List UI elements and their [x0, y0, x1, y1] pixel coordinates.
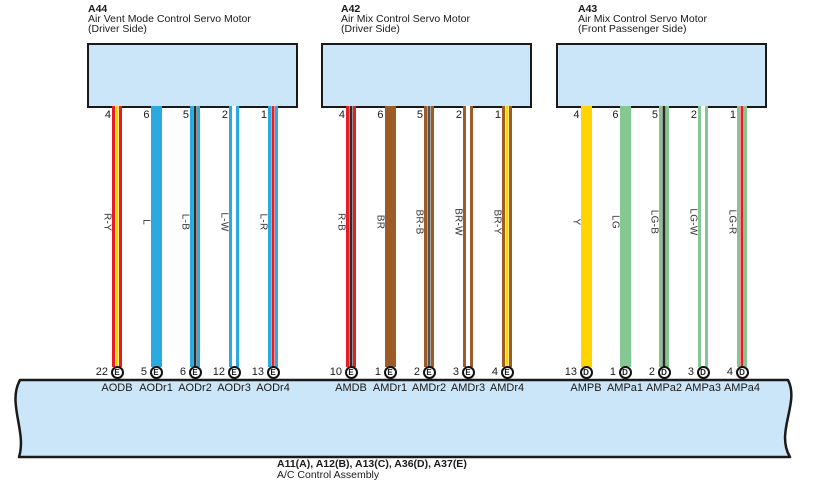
- connector-name: Air Vent Mode Control Servo Motor: [88, 12, 251, 25]
- pin-number: 5: [182, 109, 189, 121]
- wire-lg-r: [737, 106, 747, 367]
- signal-name: AMPa2: [645, 382, 683, 394]
- terminal-circle: D: [696, 366, 710, 379]
- connector-location: (Driver Side): [88, 22, 147, 35]
- signal-name: AMPa4: [723, 382, 761, 394]
- signal-name: AMPa3: [684, 382, 722, 394]
- terminal-circle: E: [227, 366, 241, 379]
- connector-id: A42: [341, 3, 361, 15]
- terminal-circle: E: [461, 366, 475, 379]
- terminal-circle: D: [735, 366, 749, 379]
- pin-number: 4: [573, 109, 580, 121]
- wire-r-y: [112, 106, 122, 367]
- pin-number: 1: [260, 109, 267, 121]
- connector-name: Air Mix Control Servo Motor: [341, 12, 470, 25]
- signal-name: AODB: [101, 382, 133, 394]
- wire-y: [580, 106, 592, 367]
- connector-title: A42 Air Mix Control Servo Motor (Driver Si…: [341, 3, 470, 35]
- ac-control-assembly-band: [14, 378, 793, 459]
- pin-number: 6: [612, 109, 619, 121]
- pin-number: 6: [377, 109, 384, 121]
- terminal-circle: E: [149, 366, 163, 379]
- terminal-number: 1: [374, 366, 381, 378]
- terminal-circle: E: [383, 366, 397, 379]
- terminal-number: 2: [648, 366, 655, 378]
- terminal-number: 4: [726, 366, 733, 378]
- connector-title: A44 Air Vent Mode Control Servo Motor (Dri…: [88, 3, 251, 35]
- pin-number: 2: [690, 109, 697, 121]
- signal-name: AMDr3: [450, 382, 486, 394]
- terminal-circle: D: [657, 366, 671, 379]
- connector-id: A44: [88, 3, 108, 15]
- terminal-circle: E: [500, 366, 514, 379]
- terminal-number: 2: [413, 366, 420, 378]
- pin-number: 5: [416, 109, 423, 121]
- terminal-number: 6: [179, 366, 186, 378]
- signal-name: AODr3: [217, 382, 251, 394]
- pin-number: 6: [143, 109, 150, 121]
- signal-name: AMPB: [570, 382, 602, 394]
- wire-l-r: [268, 106, 278, 367]
- signal-name: AMDr4: [489, 382, 525, 394]
- terminal-number: 12: [212, 366, 225, 378]
- wire-l-b: [190, 106, 200, 367]
- terminal-number: 4: [491, 366, 498, 378]
- terminal-number: 5: [140, 366, 147, 378]
- signal-name: AMDr1: [372, 382, 408, 394]
- terminal-number: 22: [95, 366, 108, 378]
- wire-l-w: [229, 106, 239, 367]
- terminal-circle: E: [110, 366, 124, 379]
- terminal-number: 1: [609, 366, 616, 378]
- wire-br-w: [463, 106, 473, 367]
- pin-number: 4: [104, 109, 111, 121]
- wire-br-y: [502, 106, 512, 367]
- wire-lg: [619, 106, 631, 367]
- terminal-number: 10: [329, 366, 342, 378]
- connector-id: A43: [578, 3, 598, 15]
- terminal-circle: D: [618, 366, 632, 379]
- wire-r-b: [346, 106, 356, 367]
- terminal-circle: E: [266, 366, 280, 379]
- pin-number: 4: [338, 109, 345, 121]
- signal-name: AODr2: [178, 382, 212, 394]
- connector-location: (Driver Side): [341, 22, 400, 35]
- connector-location: (Front Passenger Side): [578, 22, 687, 35]
- terminal-circle: E: [422, 366, 436, 379]
- pin-number: 5: [651, 109, 658, 121]
- terminal-number: 13: [564, 366, 577, 378]
- connector-name: Air Mix Control Servo Motor: [578, 12, 707, 25]
- wire-l: [150, 106, 162, 367]
- assembly-name: A/C Control Assembly: [277, 468, 380, 481]
- terminal-number: 3: [687, 366, 694, 378]
- wire-br: [384, 106, 396, 367]
- terminal-circle: E: [188, 366, 202, 379]
- wire-lg-b: [659, 106, 669, 367]
- terminal-circle: E: [344, 366, 358, 379]
- signal-name: AODr1: [139, 382, 173, 394]
- pin-number: 1: [729, 109, 736, 121]
- wire-br-b: [424, 106, 434, 367]
- signal-name: AMDr2: [411, 382, 447, 394]
- pin-number: 1: [494, 109, 501, 121]
- terminal-circle: D: [579, 366, 593, 379]
- assembly-connector-codes: A11(A), A12(B), A13(C), A36(D), A37(E): [277, 458, 467, 470]
- connector-box: [87, 43, 298, 108]
- pin-number: 2: [221, 109, 228, 121]
- connector-title: A43 Air Mix Control Servo Motor (Front Pas…: [578, 3, 707, 35]
- terminal-number: 3: [452, 366, 459, 378]
- pin-number: 2: [455, 109, 462, 121]
- assembly-label: A11(A), A12(B), A13(C), A36(D), A37(E) A…: [277, 459, 467, 480]
- signal-name: AMDB: [335, 382, 367, 394]
- signal-name: AMPa1: [606, 382, 644, 394]
- signal-name: AODr4: [256, 382, 290, 394]
- wire-lg-w: [698, 106, 708, 367]
- terminal-number: 13: [251, 366, 264, 378]
